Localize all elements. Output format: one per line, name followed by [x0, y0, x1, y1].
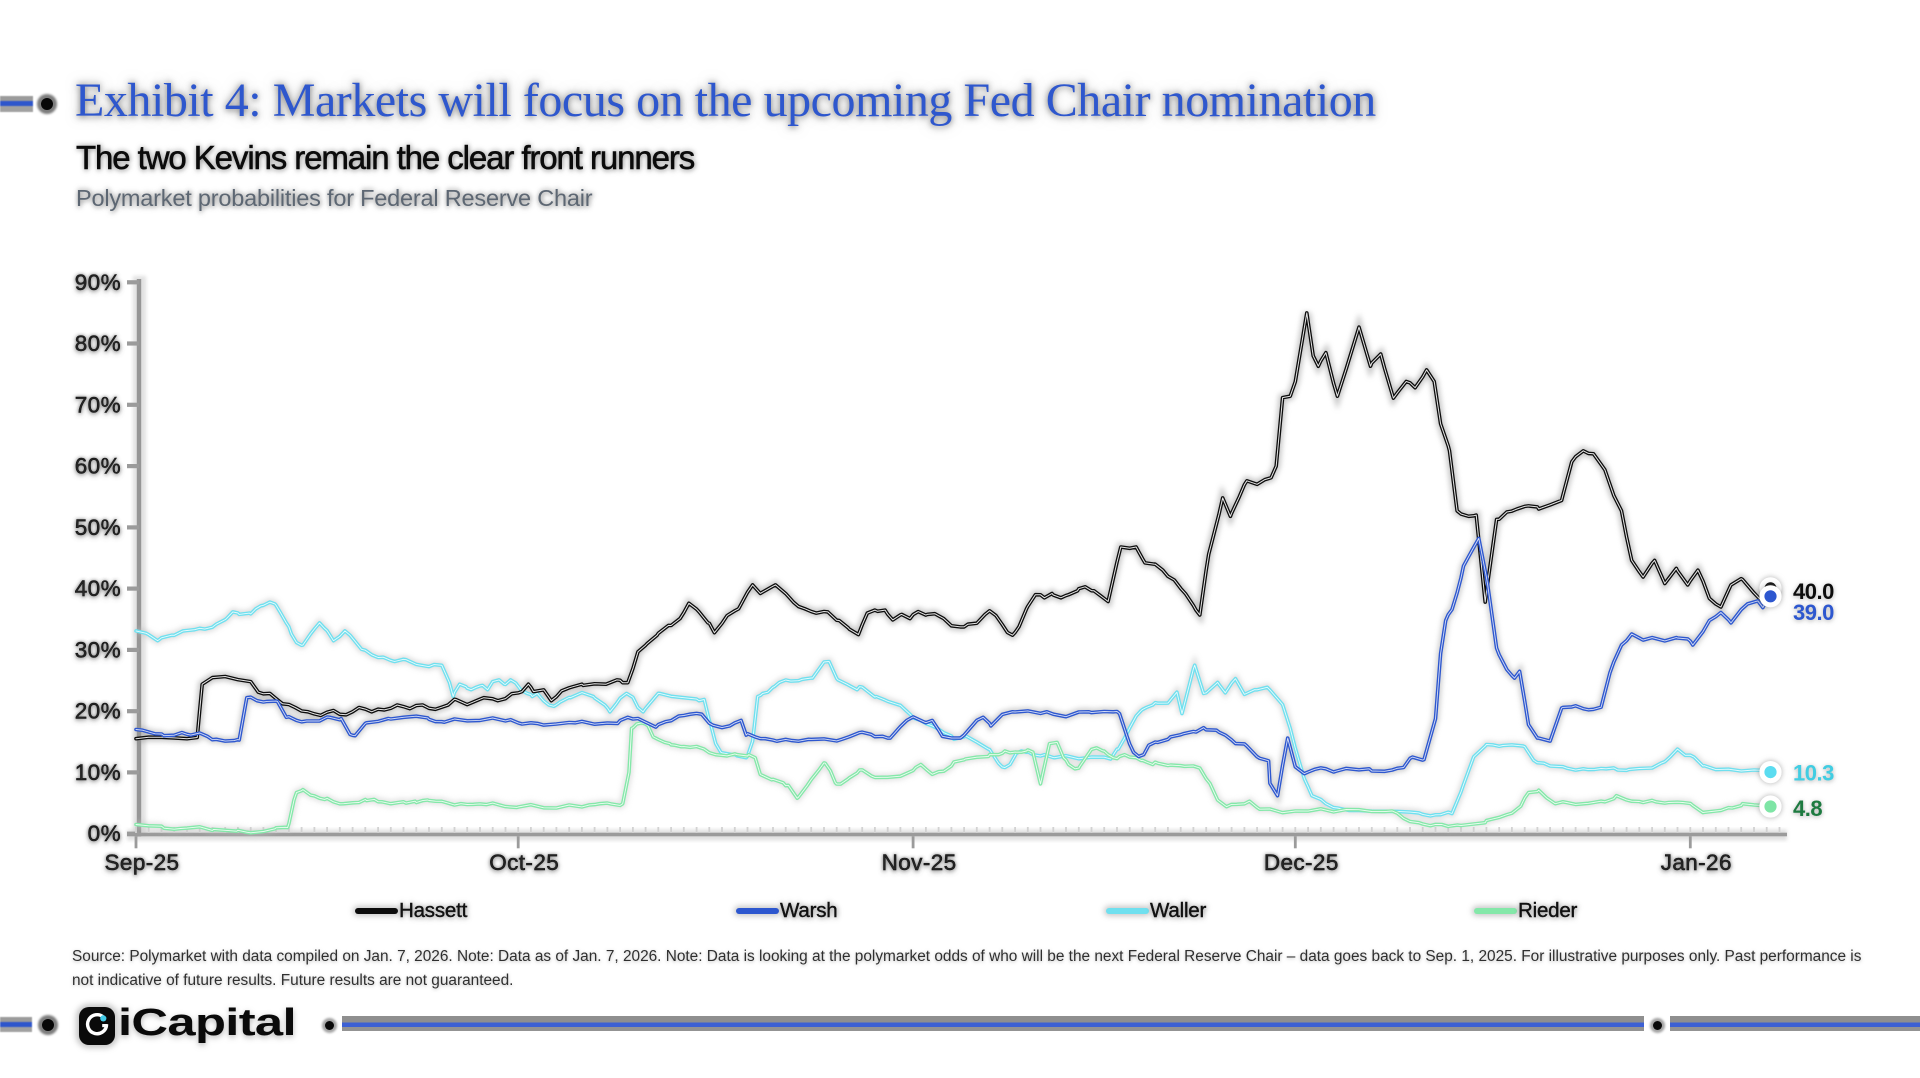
svg-text:Oct-25: Oct-25 — [489, 850, 559, 875]
svg-text:10%: 10% — [75, 760, 121, 785]
svg-text:50%: 50% — [75, 515, 121, 540]
svg-text:20%: 20% — [75, 699, 121, 724]
svg-text:30%: 30% — [75, 637, 121, 662]
svg-text:80%: 80% — [75, 331, 121, 356]
svg-text:10.3: 10.3 — [1793, 761, 1834, 786]
svg-text:Jan-26: Jan-26 — [1661, 850, 1732, 875]
svg-text:40.0: 40.0 — [1793, 579, 1834, 604]
svg-text:Nov-25: Nov-25 — [882, 850, 957, 875]
svg-text:60%: 60% — [75, 454, 121, 479]
svg-text:4.8: 4.8 — [1793, 796, 1822, 821]
svg-text:Dec-25: Dec-25 — [1264, 850, 1339, 875]
svg-text:90%: 90% — [75, 270, 121, 295]
svg-text:39.0: 39.0 — [1793, 600, 1834, 625]
svg-text:Sep-25: Sep-25 — [105, 850, 180, 875]
svg-text:0%: 0% — [88, 821, 121, 846]
svg-text:40%: 40% — [75, 576, 121, 601]
svg-text:70%: 70% — [75, 392, 121, 417]
